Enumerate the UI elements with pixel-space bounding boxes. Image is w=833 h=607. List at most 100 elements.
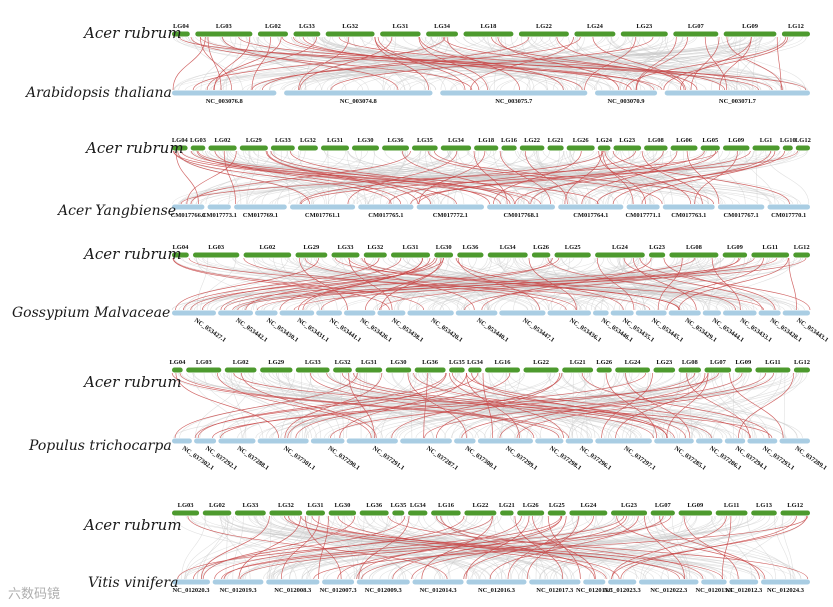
background-synteny-link	[200, 36, 237, 91]
bottom-chromosome-bar	[218, 310, 253, 316]
collinear-gene-link	[564, 150, 603, 205]
bottom-chromosome-label: NC_012016.3	[478, 587, 516, 594]
background-synteny-link	[721, 36, 806, 91]
top-chromosome-bar	[463, 31, 514, 37]
top-chromosome-label: LG11	[724, 502, 740, 509]
bottom-chromosome-label: NC_053420.1	[429, 317, 463, 344]
background-synteny-link	[559, 257, 803, 311]
background-synteny-link	[418, 515, 520, 580]
background-synteny-link	[284, 515, 492, 580]
top-chromosome-label: LG30	[391, 359, 407, 366]
top-chromosome-label: LG12	[787, 502, 803, 509]
collinear-gene-link	[299, 257, 348, 311]
top-chromosome-bar	[782, 145, 793, 151]
background-synteny-link	[470, 36, 761, 91]
background-synteny-link	[249, 150, 302, 205]
background-synteny-link	[720, 372, 756, 439]
top-chromosome-label: LG12	[788, 23, 804, 30]
collinear-gene-link	[499, 150, 551, 205]
bottom-chromosome-label: CM017763.1	[671, 212, 706, 219]
bottom-chromosome-bar	[416, 204, 484, 210]
background-synteny-link	[463, 257, 597, 311]
background-synteny-link	[205, 36, 613, 91]
background-synteny-link	[454, 36, 729, 91]
bottom-chromosome-bar	[257, 438, 309, 444]
collinear-gene-link	[374, 36, 466, 91]
top-chromosome-label: LG36	[462, 244, 479, 251]
collinear-gene-link	[358, 515, 410, 580]
background-synteny-link	[267, 515, 619, 580]
collinear-gene-link	[284, 372, 383, 439]
collinear-gene-link	[711, 257, 741, 311]
collinear-gene-link	[440, 515, 595, 580]
background-synteny-link	[746, 515, 776, 580]
top-chromosome-bar	[172, 510, 200, 516]
bottom-chromosome-bar	[356, 579, 410, 585]
background-synteny-link	[439, 257, 736, 311]
top-chromosome-bar	[519, 145, 545, 151]
background-synteny-link	[691, 372, 777, 439]
background-synteny-link	[529, 150, 658, 205]
collinear-gene-link	[197, 372, 447, 439]
background-synteny-link	[381, 515, 548, 580]
collinear-gene-link	[690, 36, 720, 91]
top-chromosome-bar	[434, 252, 454, 258]
background-synteny-link	[536, 150, 577, 205]
top-chromosome-label: LG16	[501, 137, 518, 144]
bottom-chromosome-bar	[547, 310, 591, 316]
collinear-gene-link	[194, 372, 479, 439]
collinear-gene-link	[199, 36, 233, 91]
top-chromosome-bar	[611, 510, 648, 516]
background-synteny-link	[478, 36, 807, 91]
collinear-gene-link	[489, 515, 639, 580]
background-synteny-link	[539, 372, 588, 439]
background-synteny-link	[222, 150, 366, 205]
collinear-gene-link	[213, 36, 251, 91]
background-synteny-link	[348, 150, 597, 205]
collinear-gene-link	[302, 257, 424, 311]
collinear-gene-link	[302, 36, 583, 91]
top-chromosome-label: LG23	[636, 23, 653, 30]
collinear-gene-link	[461, 372, 767, 439]
background-synteny-link	[697, 257, 781, 311]
top-chromosome-bar	[385, 367, 412, 373]
bottom-chromosome-bar	[172, 310, 216, 316]
collinear-gene-link	[641, 150, 703, 205]
background-synteny-link	[373, 150, 556, 205]
top-chromosome-label: LG21	[548, 137, 564, 144]
top-chromosome-label: LG12	[794, 244, 810, 251]
background-synteny-link	[186, 515, 309, 580]
collinear-gene-link	[729, 372, 784, 439]
top-chromosome-label: LG31	[392, 23, 408, 30]
bottom-chromosome-bar	[758, 310, 781, 316]
collinear-gene-link	[436, 372, 561, 439]
bottom-chromosome-label: NC_037289.1	[794, 445, 828, 472]
top-chromosome-label: LG09	[735, 359, 752, 366]
background-synteny-link	[571, 515, 637, 580]
bottom-chromosome-bar	[662, 204, 715, 210]
collinear-gene-link	[632, 257, 697, 311]
top-species-label: Acer rubrum	[84, 139, 184, 157]
top-chromosome-label: LG35	[449, 359, 466, 366]
background-synteny-link	[298, 515, 441, 580]
background-synteny-link	[459, 372, 664, 439]
collinear-gene-link	[220, 372, 647, 439]
top-chromosome-bar	[723, 31, 777, 37]
top-chromosome-bar	[650, 510, 675, 516]
collinear-gene-link	[237, 257, 778, 311]
collinear-gene-link	[201, 257, 402, 311]
top-chromosome-bar	[569, 510, 608, 516]
top-chromosome-label: LG04	[172, 244, 189, 251]
collinear-gene-link	[464, 257, 740, 311]
collinear-gene-link	[313, 515, 809, 580]
top-chromosome-bar	[700, 145, 720, 151]
background-synteny-link	[783, 372, 786, 439]
background-synteny-link	[177, 36, 559, 91]
top-chromosome-bar	[501, 145, 517, 151]
background-synteny-link	[573, 36, 691, 91]
top-chromosome-bar	[531, 252, 551, 258]
bottom-chromosome-label: NC_037285.1	[673, 445, 707, 472]
top-chromosome-bar	[392, 510, 405, 516]
bottom-chromosome-label: NC_012012.3	[725, 587, 763, 594]
top-chromosome-label: LG22	[536, 23, 552, 30]
